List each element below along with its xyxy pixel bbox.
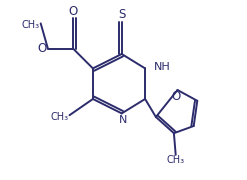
Text: S: S [118, 8, 125, 21]
Text: CH₃: CH₃ [50, 112, 69, 122]
Text: CH₃: CH₃ [167, 155, 185, 165]
Text: O: O [68, 5, 78, 18]
Text: N: N [118, 115, 127, 125]
Text: O: O [38, 42, 47, 55]
Text: O: O [171, 90, 180, 103]
Text: CH₃: CH₃ [22, 20, 40, 30]
Text: NH: NH [154, 62, 170, 72]
